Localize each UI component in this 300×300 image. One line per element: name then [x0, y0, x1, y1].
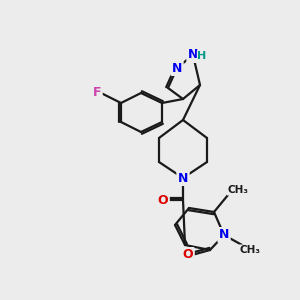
Text: N: N — [172, 61, 182, 74]
Text: H: H — [197, 51, 207, 61]
Text: CH₃: CH₃ — [227, 185, 248, 195]
Text: N: N — [178, 172, 188, 184]
Text: O: O — [183, 248, 193, 262]
Text: N: N — [188, 49, 198, 62]
Text: N: N — [219, 229, 229, 242]
Text: O: O — [158, 194, 168, 206]
Text: CH₃: CH₃ — [239, 245, 260, 255]
Text: F: F — [93, 86, 101, 100]
